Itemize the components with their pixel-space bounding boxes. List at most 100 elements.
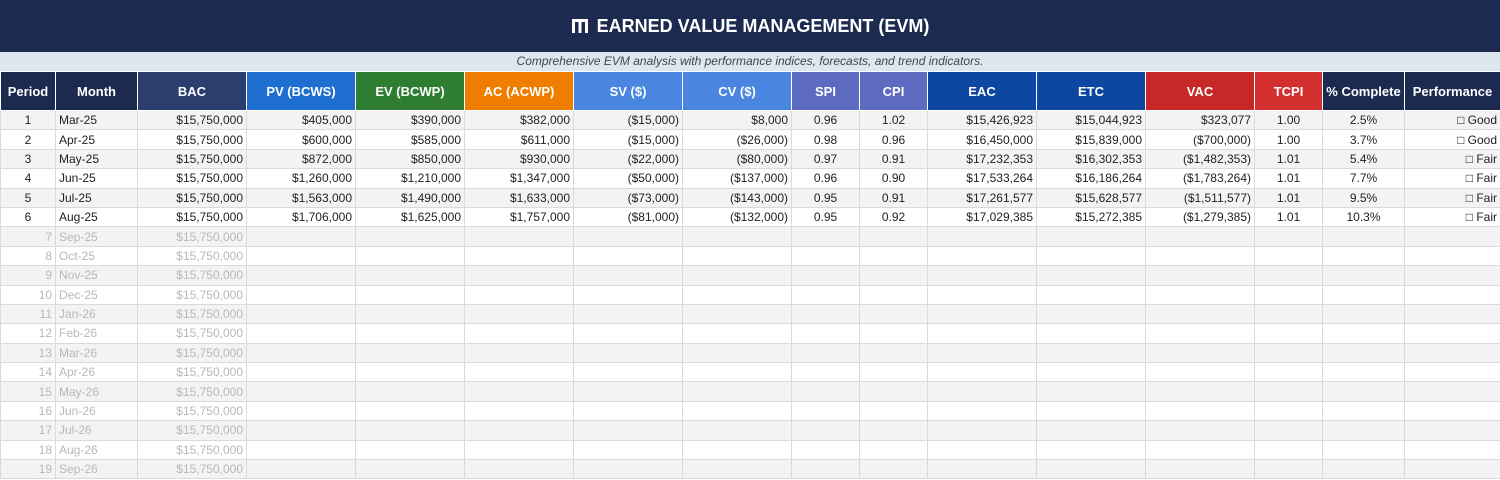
cell: 0.98	[791, 129, 860, 150]
cell: $1,625,000	[355, 206, 465, 228]
empty-cell	[246, 362, 356, 383]
empty-cell	[1322, 400, 1405, 422]
cell: 9.5%	[1322, 187, 1405, 208]
empty-cell	[246, 265, 356, 286]
cell: 1.00	[1254, 109, 1323, 131]
empty-cell	[1254, 265, 1323, 286]
cell: 1.01	[1254, 206, 1323, 228]
cell: Jun-26	[55, 400, 138, 422]
cell: $1,260,000	[246, 168, 356, 189]
cell: ($1,511,577)	[1145, 187, 1255, 208]
empty-cell	[1404, 381, 1500, 402]
column-header: BAC	[137, 71, 247, 111]
empty-cell	[1322, 265, 1405, 286]
empty-cell	[464, 381, 574, 402]
cell: $15,750,000	[137, 400, 247, 422]
cell: Jul-25	[55, 187, 138, 208]
empty-cell	[927, 420, 1037, 441]
cell: 18	[0, 439, 56, 461]
cell: $15,750,000	[137, 284, 247, 305]
cell: $15,750,000	[137, 265, 247, 286]
empty-cell	[859, 303, 928, 325]
empty-cell	[791, 381, 860, 402]
cell: 0.96	[791, 168, 860, 189]
empty-cell	[1254, 342, 1323, 364]
cell: 12	[0, 323, 56, 344]
empty-cell	[1036, 381, 1146, 402]
empty-cell	[246, 303, 356, 325]
cell: $15,426,923	[927, 109, 1037, 131]
cell: 8	[0, 245, 56, 267]
cell: 0.97	[791, 148, 860, 170]
empty-cell	[464, 284, 574, 305]
empty-cell	[1145, 439, 1255, 461]
cell: Jul-26	[55, 420, 138, 441]
empty-cell	[791, 303, 860, 325]
empty-cell	[927, 245, 1037, 267]
empty-cell	[355, 420, 465, 441]
cell: □ Fair	[1404, 206, 1500, 228]
column-header: EAC	[927, 71, 1037, 111]
empty-cell	[246, 226, 356, 247]
cell: $15,750,000	[137, 168, 247, 189]
empty-cell	[682, 245, 792, 267]
empty-cell	[859, 400, 928, 422]
empty-cell	[1322, 245, 1405, 267]
empty-cell	[791, 284, 860, 305]
empty-cell	[464, 323, 574, 344]
cell: $15,750,000	[137, 187, 247, 208]
cell: $1,210,000	[355, 168, 465, 189]
empty-cell	[859, 226, 928, 247]
empty-cell	[859, 381, 928, 402]
cell: 16	[0, 400, 56, 422]
cell: 7.7%	[1322, 168, 1405, 189]
empty-cell	[1145, 381, 1255, 402]
cell: 10	[0, 284, 56, 305]
empty-cell	[1145, 265, 1255, 286]
cell: 1.02	[859, 109, 928, 131]
cell: □ Good	[1404, 109, 1500, 131]
empty-cell	[682, 342, 792, 364]
column-header: Month	[55, 71, 138, 111]
empty-cell	[464, 245, 574, 267]
empty-cell	[1145, 284, 1255, 305]
cell: Nov-25	[55, 265, 138, 286]
empty-cell	[464, 362, 574, 383]
future-row: 18 Aug-26 $15,750,000	[0, 439, 1500, 461]
cell: Apr-26	[55, 362, 138, 383]
cell: ($26,000)	[682, 129, 792, 150]
empty-cell	[682, 400, 792, 422]
empty-cell	[682, 381, 792, 402]
empty-cell	[682, 420, 792, 441]
empty-cell	[355, 459, 465, 480]
cell: 0.90	[859, 168, 928, 189]
empty-cell	[927, 400, 1037, 422]
empty-cell	[1145, 459, 1255, 480]
empty-cell	[1322, 303, 1405, 325]
empty-cell	[1254, 226, 1323, 247]
cell: ($1,482,353)	[1145, 148, 1255, 170]
empty-cell	[791, 323, 860, 344]
future-row: 12 Feb-26 $15,750,000	[0, 323, 1500, 344]
empty-cell	[1404, 342, 1500, 364]
cell: 0.91	[859, 148, 928, 170]
cell: 0.96	[791, 109, 860, 131]
cell: $1,633,000	[464, 187, 574, 208]
empty-cell	[1036, 323, 1146, 344]
empty-cell	[1404, 226, 1500, 247]
empty-cell	[246, 323, 356, 344]
empty-cell	[1145, 303, 1255, 325]
cell: $585,000	[355, 129, 465, 150]
empty-cell	[1322, 362, 1405, 383]
empty-cell	[573, 439, 683, 461]
cell: $17,261,577	[927, 187, 1037, 208]
cell: 1	[0, 109, 56, 131]
cell: $16,302,353	[1036, 148, 1146, 170]
empty-cell	[682, 303, 792, 325]
data-row: 6 Aug-25 $15,750,000 $1,706,000 $1,625,000 $1…	[0, 206, 1500, 228]
cell: 5	[0, 187, 56, 208]
empty-cell	[791, 439, 860, 461]
empty-cell	[1145, 400, 1255, 422]
empty-cell	[1404, 400, 1500, 422]
empty-cell	[246, 381, 356, 402]
